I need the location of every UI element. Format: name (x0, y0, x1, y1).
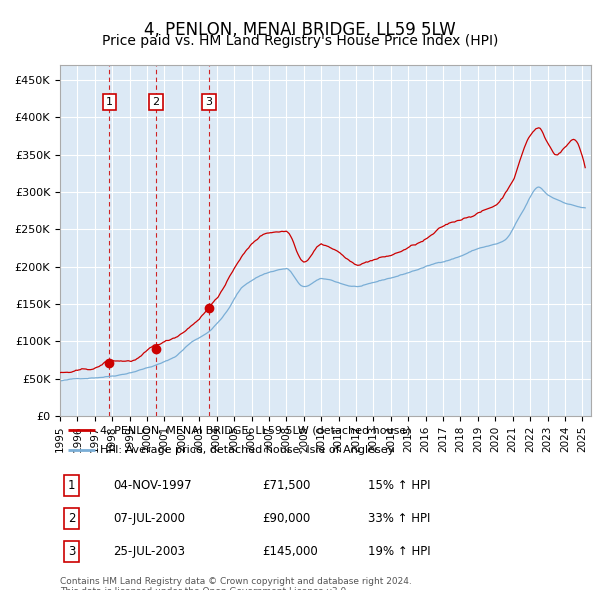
Text: 33% ↑ HPI: 33% ↑ HPI (368, 512, 430, 525)
Text: 04-NOV-1997: 04-NOV-1997 (113, 479, 192, 492)
Text: £90,000: £90,000 (262, 512, 310, 525)
Text: 3: 3 (68, 545, 76, 558)
Text: 4, PENLON, MENAI BRIDGE, LL59 5LW: 4, PENLON, MENAI BRIDGE, LL59 5LW (144, 21, 456, 39)
Text: Price paid vs. HM Land Registry's House Price Index (HPI): Price paid vs. HM Land Registry's House … (102, 34, 498, 48)
Text: 3: 3 (206, 97, 212, 107)
Text: 07-JUL-2000: 07-JUL-2000 (113, 512, 185, 525)
Text: HPI: Average price, detached house, Isle of Anglesey: HPI: Average price, detached house, Isle… (100, 445, 394, 455)
Text: 15% ↑ HPI: 15% ↑ HPI (368, 479, 430, 492)
Text: 1: 1 (106, 97, 113, 107)
Text: £145,000: £145,000 (262, 545, 317, 558)
Text: 4, PENLON, MENAI BRIDGE, LL59 5LW (detached house): 4, PENLON, MENAI BRIDGE, LL59 5LW (detac… (100, 425, 410, 435)
Text: 19% ↑ HPI: 19% ↑ HPI (368, 545, 431, 558)
Text: Contains HM Land Registry data © Crown copyright and database right 2024.
This d: Contains HM Land Registry data © Crown c… (60, 577, 412, 590)
Text: 25-JUL-2003: 25-JUL-2003 (113, 545, 185, 558)
Text: £71,500: £71,500 (262, 479, 310, 492)
Text: 2: 2 (68, 512, 76, 525)
Text: 1: 1 (68, 479, 76, 492)
Text: 2: 2 (152, 97, 160, 107)
